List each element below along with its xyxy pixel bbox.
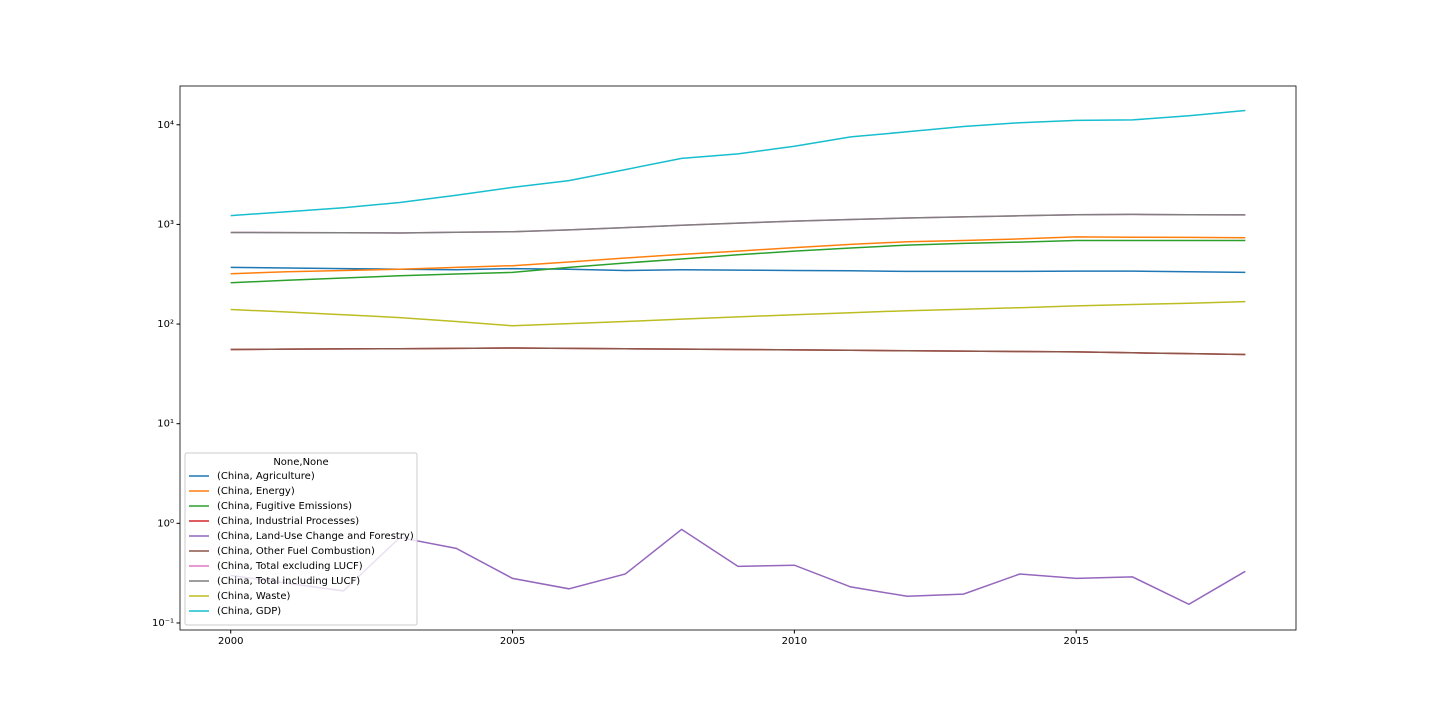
- legend-label: (China, Industrial Processes): [217, 516, 359, 527]
- series-line: [230, 109, 1246, 217]
- x-tick-label: 2015: [1063, 636, 1088, 647]
- legend-box: [184, 452, 418, 626]
- legend-label: (China, Other Fuel Combustion): [217, 546, 375, 557]
- legend-label: (China, Land-Use Change and Forestry): [217, 531, 414, 542]
- legend-label: (China, Fugitive Emissions): [217, 501, 352, 512]
- legend-label: (China, Energy): [217, 486, 295, 497]
- y-tick-label: 10⁻¹: [152, 618, 174, 629]
- legend-title: None,None: [273, 457, 328, 468]
- series-line: [230, 213, 1246, 234]
- series-line: [230, 236, 1246, 275]
- legend-label: (China, Agriculture): [217, 471, 315, 482]
- plot-frame: [179, 85, 1297, 631]
- x-tick-label: 2000: [218, 636, 243, 647]
- x-tick-label: 2010: [782, 636, 807, 647]
- series-line: [230, 300, 1246, 327]
- legend-label: (China, Total excluding LUCF): [217, 561, 363, 572]
- series-line: [230, 347, 1246, 356]
- y-tick-label: 10⁴: [157, 120, 174, 131]
- series-line: [230, 239, 1246, 284]
- legend: None,None (China, Agriculture) (China, Ene…: [184, 452, 418, 626]
- x-tick-label: 2005: [500, 636, 525, 647]
- y-tick-label: 10⁰: [157, 518, 174, 529]
- y-tick-label: 10²: [157, 319, 174, 330]
- legend-label: (China, GDP): [217, 606, 281, 617]
- y-tick-label: 10³: [157, 219, 174, 230]
- legend-label: (China, Waste): [217, 591, 290, 602]
- y-tick-label: 10¹: [157, 419, 174, 430]
- legend-label: (China, Total including LUCF): [217, 576, 360, 587]
